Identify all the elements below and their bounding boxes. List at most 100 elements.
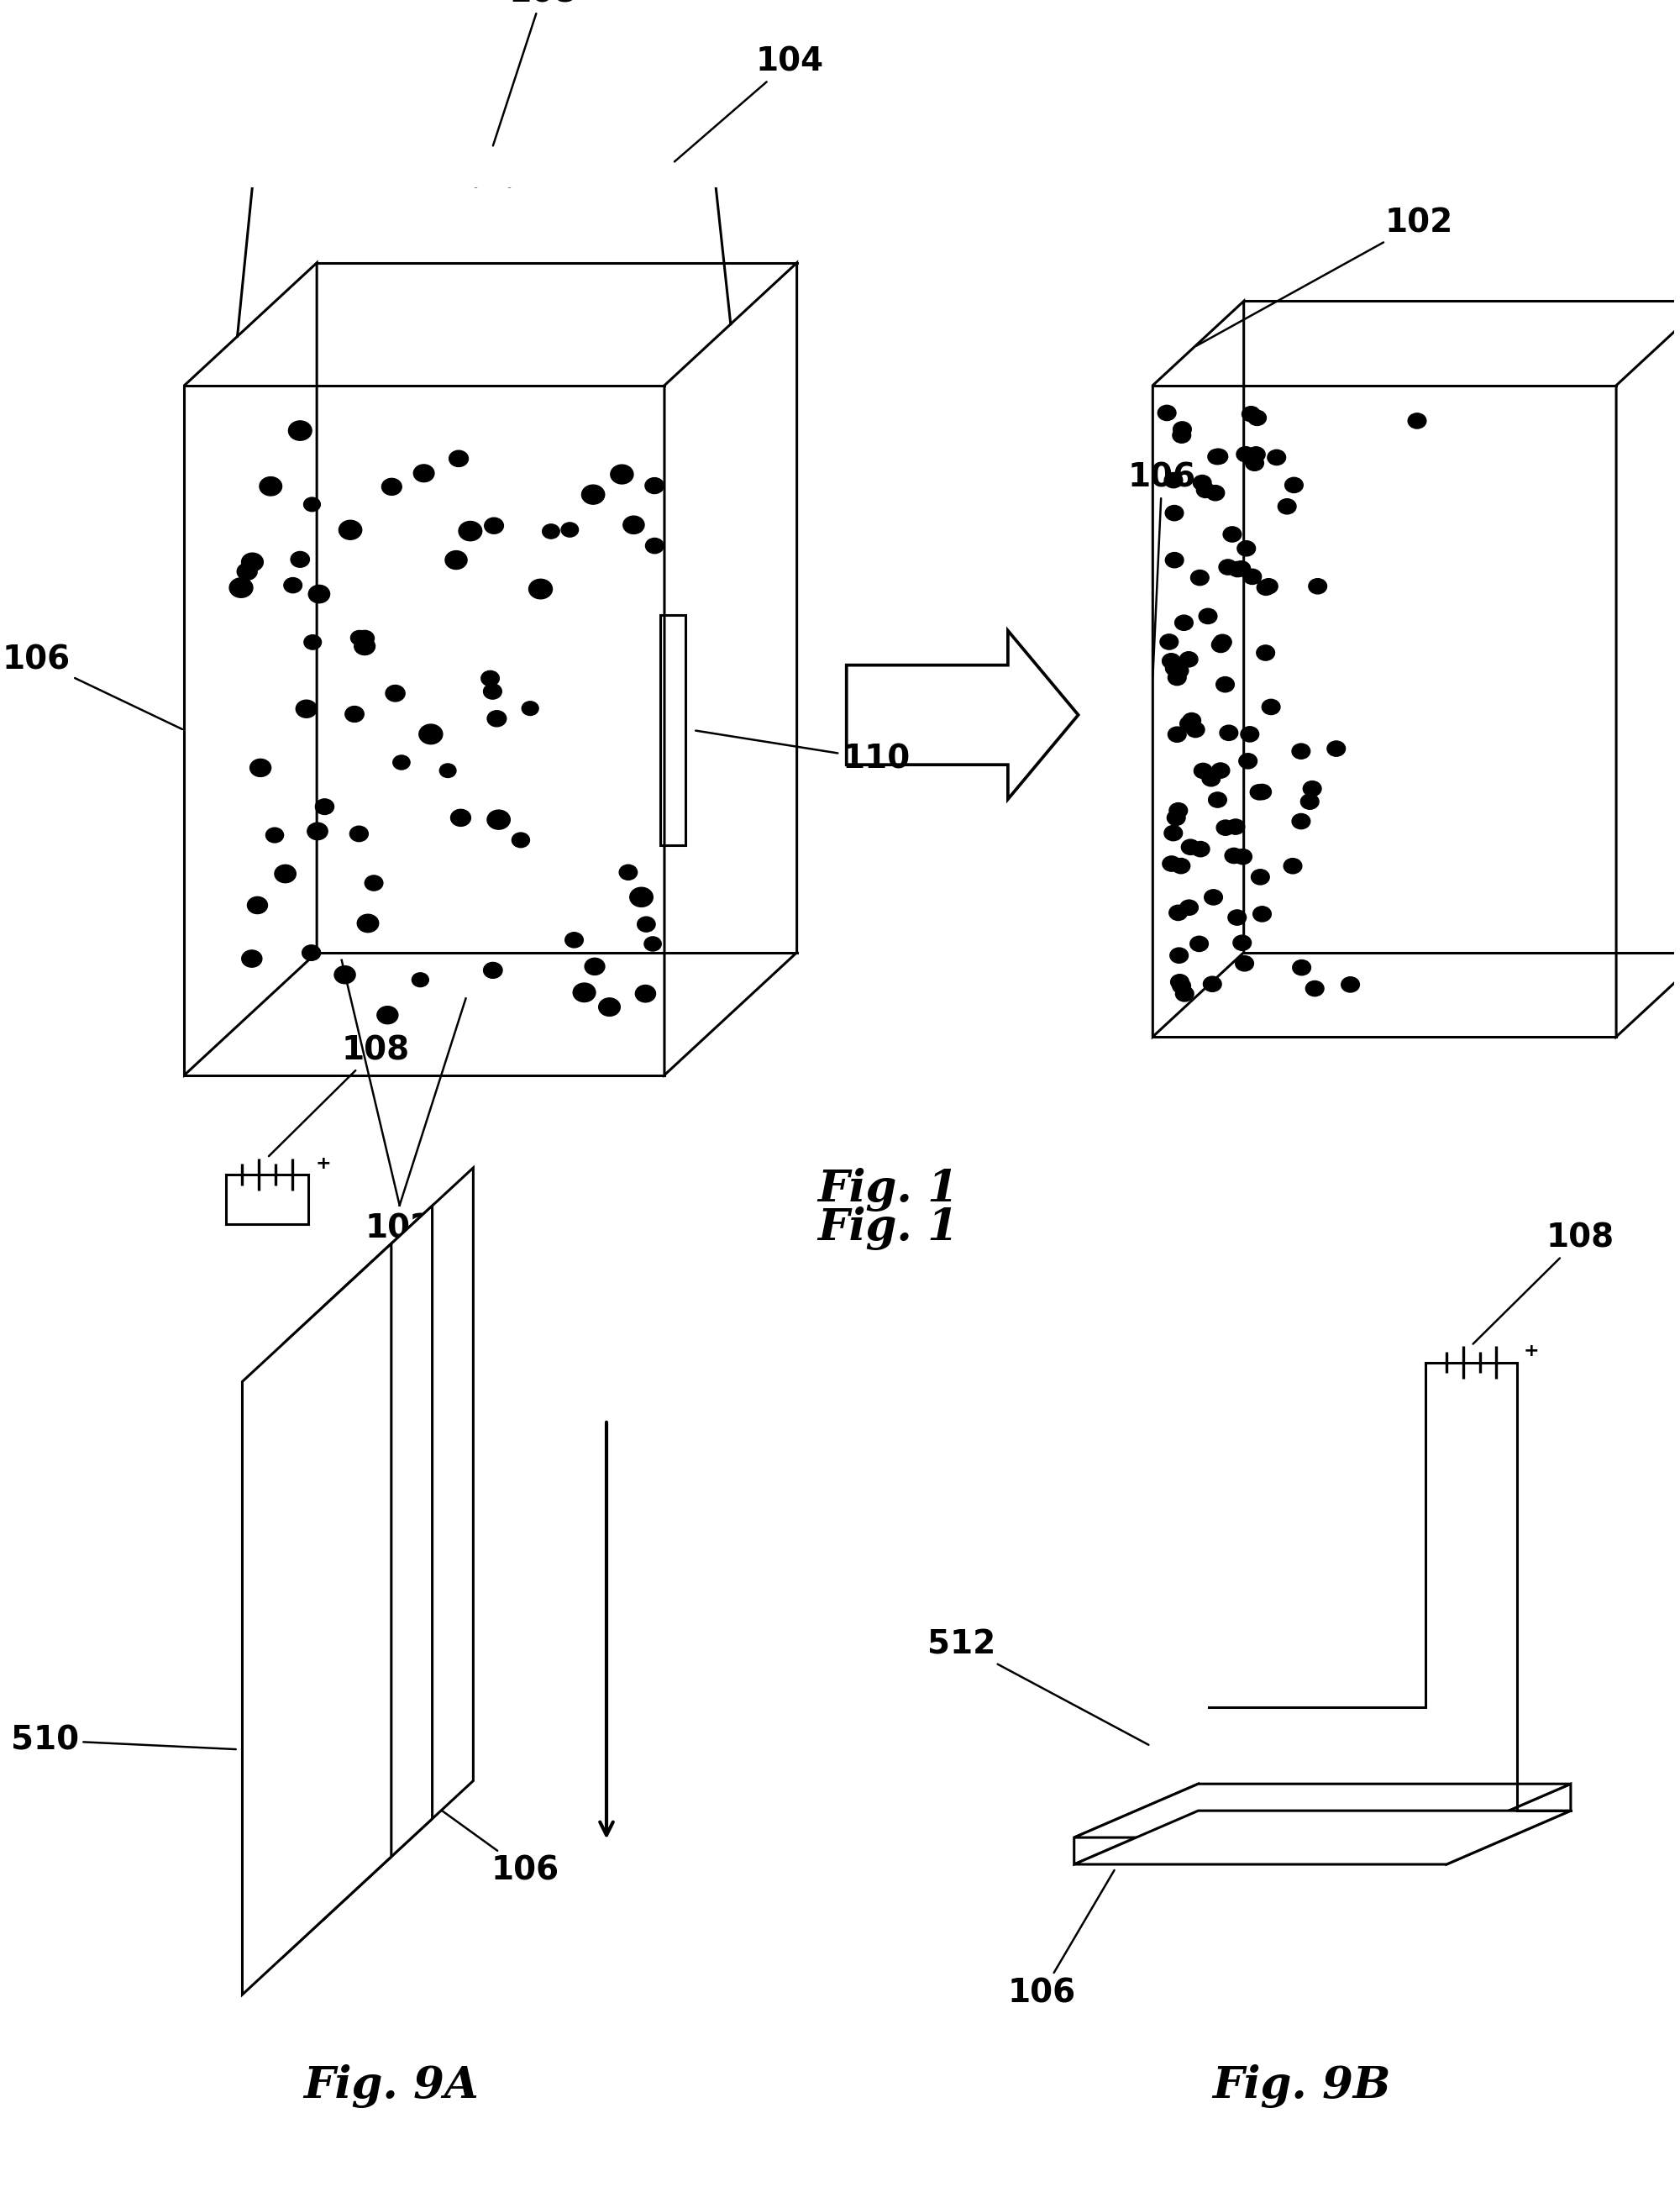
Ellipse shape [1257, 581, 1275, 596]
Ellipse shape [1183, 712, 1201, 728]
Ellipse shape [1252, 870, 1270, 886]
Text: 512: 512 [927, 1629, 1149, 1745]
Text: 108: 108 [1473, 1223, 1614, 1344]
Ellipse shape [1278, 500, 1297, 515]
Ellipse shape [296, 699, 318, 717]
Ellipse shape [645, 478, 664, 493]
Ellipse shape [635, 984, 655, 1002]
Ellipse shape [1213, 633, 1231, 649]
Ellipse shape [1171, 975, 1189, 989]
Text: 108: 108 [492, 0, 576, 145]
Text: +: + [1524, 1344, 1539, 1359]
Ellipse shape [1341, 978, 1359, 993]
Ellipse shape [1179, 651, 1198, 666]
Ellipse shape [1248, 410, 1267, 425]
Text: Fig. 1: Fig. 1 [818, 1206, 958, 1249]
Text: 108: 108 [269, 1035, 410, 1155]
Text: 106: 106 [402, 1782, 559, 1887]
Ellipse shape [581, 484, 605, 504]
Ellipse shape [1191, 842, 1210, 857]
Ellipse shape [1243, 570, 1262, 585]
Ellipse shape [1208, 791, 1226, 807]
Ellipse shape [247, 897, 267, 914]
Ellipse shape [413, 465, 433, 482]
Ellipse shape [1260, 579, 1278, 594]
Ellipse shape [440, 763, 455, 778]
Ellipse shape [1211, 638, 1230, 653]
Ellipse shape [1253, 785, 1272, 800]
Bar [1201, 1725, 1216, 1767]
Ellipse shape [1285, 478, 1304, 493]
Ellipse shape [620, 864, 637, 879]
Polygon shape [185, 263, 318, 1074]
Ellipse shape [564, 932, 583, 947]
Bar [660, 616, 685, 846]
Ellipse shape [1189, 936, 1208, 951]
Text: +: + [316, 1155, 331, 1173]
Text: Fig. 1: Fig. 1 [818, 1168, 958, 1212]
Ellipse shape [1236, 447, 1255, 463]
Ellipse shape [1191, 570, 1210, 585]
Ellipse shape [1216, 677, 1235, 693]
Ellipse shape [1163, 653, 1181, 669]
Ellipse shape [1169, 947, 1188, 962]
Ellipse shape [302, 945, 321, 960]
Polygon shape [284, 1206, 432, 1957]
Ellipse shape [645, 537, 664, 552]
Ellipse shape [1166, 506, 1183, 522]
Ellipse shape [449, 452, 469, 467]
Ellipse shape [1327, 741, 1346, 756]
Ellipse shape [1210, 449, 1228, 465]
Ellipse shape [291, 552, 309, 568]
Ellipse shape [344, 706, 365, 721]
Ellipse shape [1250, 785, 1268, 800]
Ellipse shape [610, 465, 633, 484]
Ellipse shape [1253, 905, 1272, 921]
Ellipse shape [393, 756, 410, 769]
Ellipse shape [643, 936, 662, 951]
Ellipse shape [1171, 662, 1188, 677]
Ellipse shape [1173, 421, 1191, 436]
Text: 510: 510 [10, 1725, 235, 1756]
Ellipse shape [1211, 763, 1230, 778]
Ellipse shape [484, 517, 504, 533]
Ellipse shape [1179, 901, 1198, 916]
Ellipse shape [1225, 848, 1243, 864]
Ellipse shape [242, 949, 262, 967]
Ellipse shape [356, 631, 375, 647]
Ellipse shape [445, 550, 467, 570]
Ellipse shape [529, 579, 553, 598]
Ellipse shape [309, 585, 329, 603]
Polygon shape [1074, 1811, 1571, 1865]
Text: 106: 106 [2, 644, 181, 730]
Ellipse shape [1292, 960, 1310, 975]
Ellipse shape [1226, 820, 1245, 835]
Ellipse shape [1408, 414, 1426, 427]
Ellipse shape [304, 636, 321, 649]
Ellipse shape [284, 579, 302, 592]
Ellipse shape [381, 478, 402, 495]
Ellipse shape [480, 671, 499, 686]
Ellipse shape [376, 1006, 398, 1024]
Ellipse shape [573, 982, 595, 1002]
Ellipse shape [339, 520, 361, 539]
Ellipse shape [1300, 794, 1319, 809]
Ellipse shape [1168, 811, 1186, 826]
Ellipse shape [1203, 975, 1221, 991]
Ellipse shape [242, 552, 264, 572]
Ellipse shape [598, 997, 620, 1017]
Ellipse shape [561, 522, 578, 537]
Ellipse shape [1173, 978, 1191, 993]
Ellipse shape [522, 701, 539, 715]
Ellipse shape [1238, 754, 1257, 769]
Ellipse shape [1245, 456, 1263, 471]
Polygon shape [1152, 300, 1243, 1037]
Ellipse shape [1168, 728, 1186, 743]
Bar [1159, 1712, 1258, 1725]
Ellipse shape [1231, 561, 1250, 576]
Ellipse shape [265, 829, 284, 842]
Ellipse shape [1262, 699, 1280, 715]
Ellipse shape [1233, 936, 1252, 951]
Ellipse shape [459, 522, 482, 541]
Ellipse shape [1236, 541, 1255, 557]
